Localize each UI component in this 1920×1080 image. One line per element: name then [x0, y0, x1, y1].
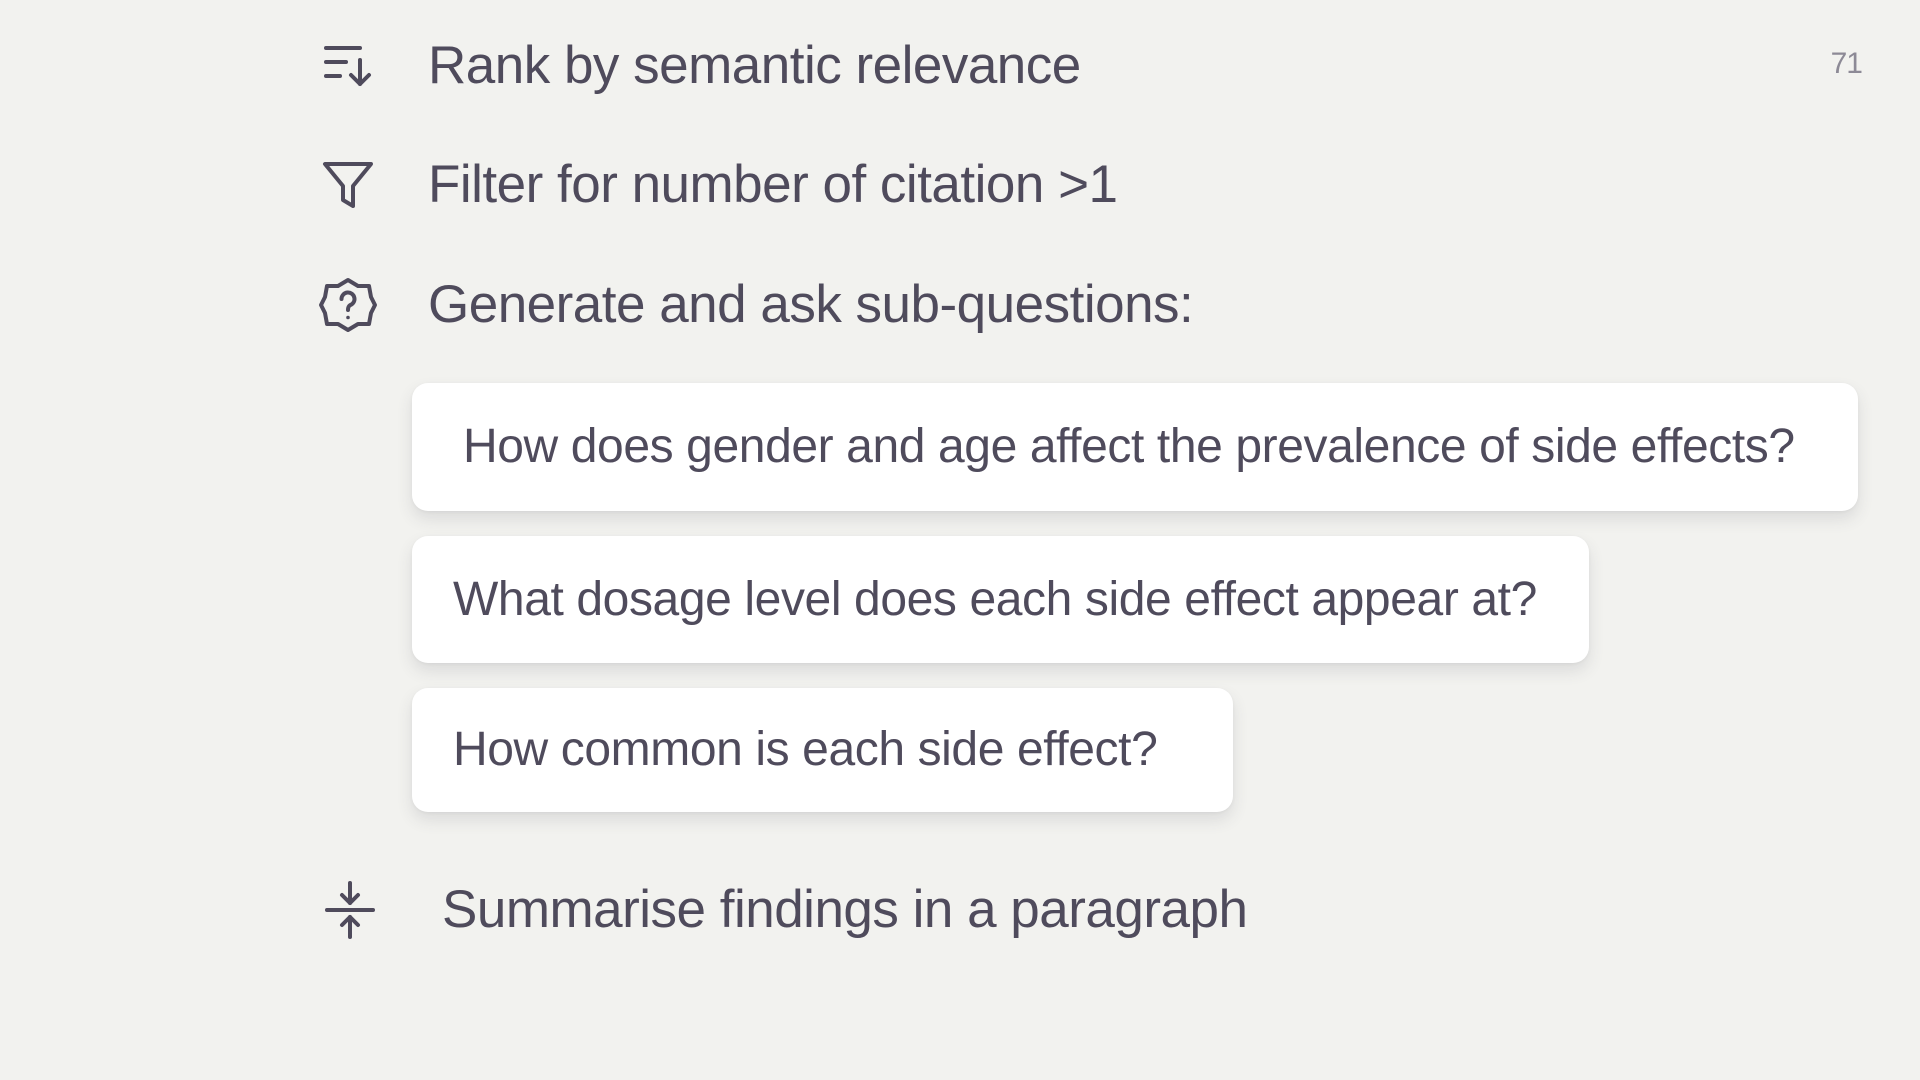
step-generate-subquestions: Generate and ask sub-questions: [318, 275, 1194, 335]
subquestion-card[interactable]: What dosage level does each side effect … [412, 536, 1589, 663]
compress-vertical-icon [320, 880, 380, 940]
step-filter: Filter for number of citation >1 [318, 155, 1118, 215]
help-badge-icon [318, 275, 378, 335]
step-label: Generate and ask sub-questions: [428, 275, 1194, 334]
subquestion-text: How does gender and age affect the preva… [463, 420, 1795, 473]
step-label: Filter for number of citation >1 [428, 155, 1118, 214]
subquestion-card[interactable]: How common is each side effect? [412, 688, 1233, 812]
step-summarise: Summarise findings in a paragraph [320, 880, 1248, 940]
step-label: Rank by semantic relevance [428, 36, 1081, 95]
subquestion-text: How common is each side effect? [453, 723, 1158, 776]
page-number: 71 [1830, 47, 1863, 80]
step-rank: Rank by semantic relevance [318, 36, 1081, 96]
filter-icon [318, 155, 378, 215]
subquestion-card[interactable]: How does gender and age affect the preva… [412, 383, 1858, 511]
step-label: Summarise findings in a paragraph [442, 880, 1248, 939]
sort-descending-icon [318, 36, 378, 96]
subquestion-text: What dosage level does each side effect … [453, 572, 1537, 626]
